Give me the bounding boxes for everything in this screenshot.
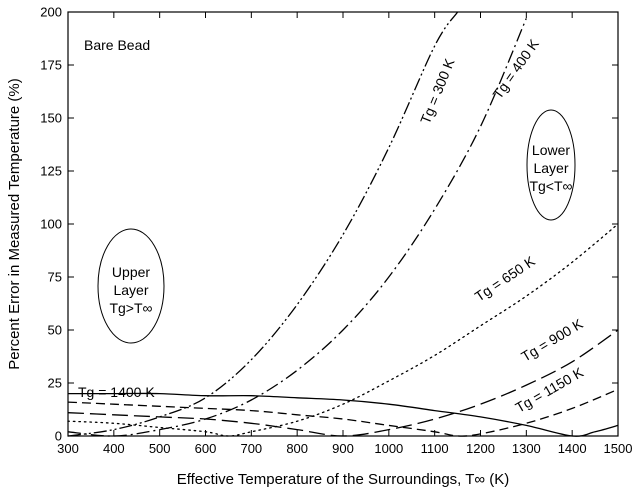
x-tick-label: 1000 [374,441,403,456]
x-tick-label: 500 [149,441,171,456]
series-curve-4 [67,388,619,437]
x-tick-label: 1200 [466,441,495,456]
upper-layer-line-2: Layer [113,282,148,298]
series-label-1400k: Tg = 1400 K [78,384,155,400]
x-tick-label: 300 [57,441,79,456]
upper-layer-ellipse [97,228,165,344]
x-tick-label: 1300 [512,441,541,456]
lower-layer-line-1: Lower [532,142,570,158]
y-tick-label: 25 [48,376,62,391]
tick-labels: 300 400 500 600 700 800 900 1000 1100 1200 1300 140… [40,5,632,457]
y-tick-label: 50 [48,323,62,338]
lower-layer-ellipse [526,109,576,221]
x-tick-label: 1500 [604,441,633,456]
y-tick-label: 175 [40,58,62,73]
x-tick-label: 400 [103,441,125,456]
series-label-300k: Tg = 300 K [417,56,458,126]
lower-layer-line-3: Tg<T∞ [529,178,572,194]
series-label-1150k: Tg = 1150 K [513,364,587,416]
upper-layer-line-1: Upper [112,264,150,280]
x-tick-label: 700 [240,441,262,456]
x-axis-title: Effective Temperature of the Surrounding… [177,471,510,488]
series-curve-1 [67,18,527,437]
data-curves [67,11,619,437]
x-tick-label: 1100 [421,441,449,456]
x-tick-label: 600 [195,441,217,456]
series-label-900k: Tg = 900 K [518,315,586,365]
series-curve-0 [67,11,459,437]
y-tick-label: 0 [55,429,62,444]
series-label-650k: Tg = 650 K [472,252,539,304]
y-axis-title: Percent Error in Measured Temperature (%… [6,78,23,370]
y-tick-label: 150 [40,111,62,126]
lower-layer-line-2: Layer [533,160,568,176]
y-tick-label: 125 [40,164,62,179]
upper-layer-line-3: Tg>T∞ [109,300,152,316]
axis-ticks [67,11,619,437]
bare-bead-label: Bare Bead [84,37,150,53]
annotations: Bare Bead Upper Layer Tg>T∞ Lower Layer … [78,36,587,416]
x-tick-label: 800 [286,441,308,456]
y-tick-label: 75 [48,270,62,285]
y-tick-label: 200 [40,5,62,20]
x-tick-label: 900 [332,441,354,456]
plot-frame [67,11,619,437]
y-tick-label: 100 [40,217,62,232]
x-tick-label: 1400 [558,441,587,456]
series-curve-2 [67,223,619,437]
